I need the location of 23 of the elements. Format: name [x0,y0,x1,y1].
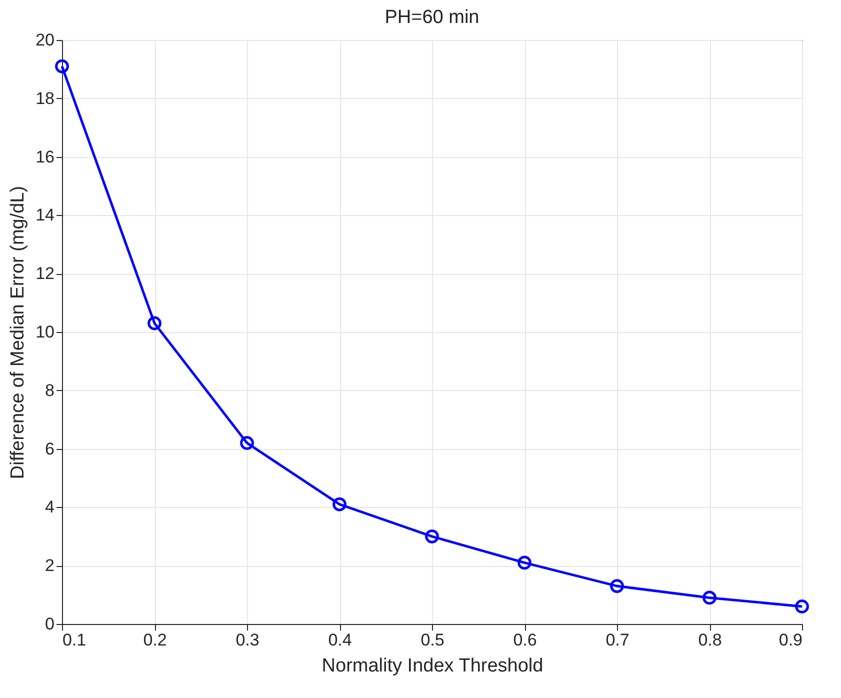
x-tick-label: 0.1 [62,630,86,650]
y-tick-label: 8 [45,380,54,400]
x-tick-label: 0.8 [698,630,722,650]
y-tick-label: 2 [45,556,54,576]
y-tick-label: 14 [36,206,54,225]
x-tick-label: 0.3 [236,630,260,650]
x-tick-label: 0.9 [778,630,802,650]
x-tick-label: 0.6 [513,630,537,650]
y-tick-label: 20 [36,30,54,50]
y-tick-label: 12 [36,264,54,284]
x-tick-label: 0.5 [420,630,444,650]
y-tick-label: 0 [45,614,54,634]
y-tick-label: 10 [36,322,54,342]
x-tick-label: 0.2 [143,630,167,650]
chart-title: PH=60 min [384,7,480,28]
x-axis-title: Normality Index Threshold [322,656,544,676]
y-tick-label: 6 [45,439,54,458]
y-tick-label: 18 [36,88,54,108]
x-tick-label: 0.7 [606,630,630,650]
y-tick-label: 16 [36,147,54,166]
y-tick-label: 4 [45,498,54,517]
y-axis-title: Difference of Median Error (mg/dL) [8,186,29,480]
x-tick-label: 0.4 [328,630,352,650]
